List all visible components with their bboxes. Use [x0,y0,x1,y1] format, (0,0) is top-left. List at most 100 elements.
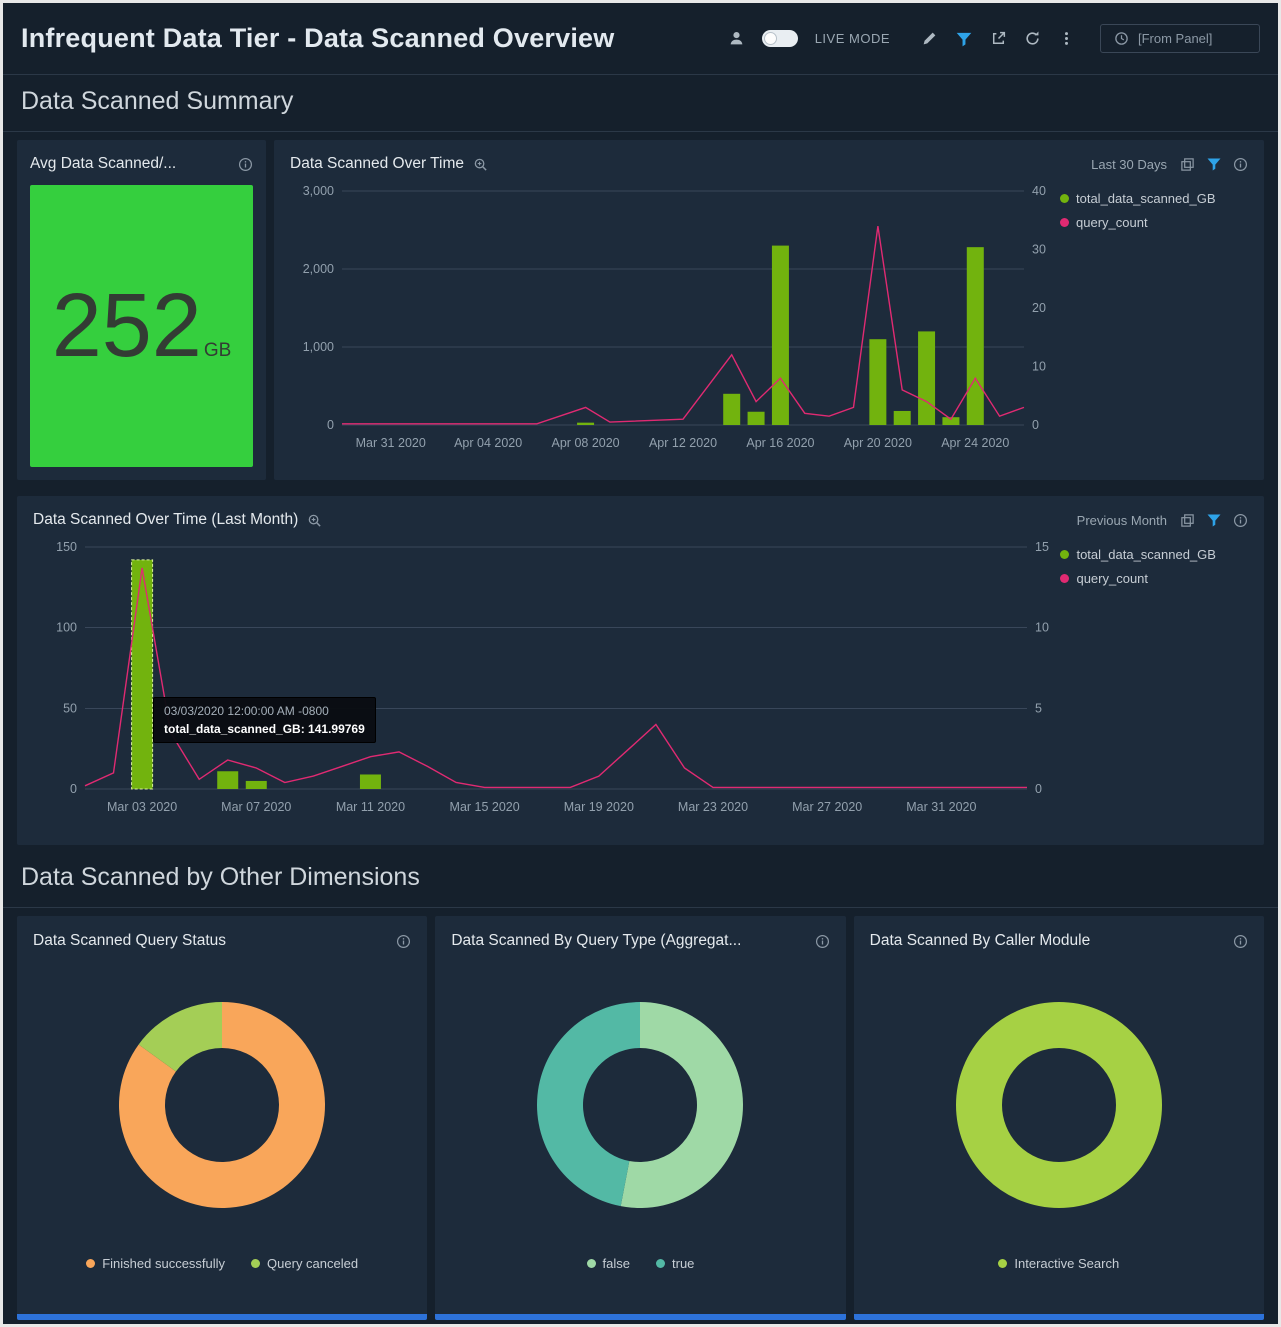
legend-dot [586,1259,596,1268]
panel-data-scanned-last-month: Data Scanned Over Time (Last Month) Prev… [17,496,1264,845]
svg-text:Mar 23 2020: Mar 23 2020 [678,800,748,814]
svg-text:Apr 20 2020: Apr 20 2020 [844,436,912,450]
time-range-selector[interactable]: [From Panel] [1100,24,1260,53]
dashboard-header: Infrequent Data Tier - Data Scanned Over… [3,3,1278,74]
zoom-icon[interactable] [473,157,488,172]
legend-item[interactable]: Interactive Search [998,1256,1119,1271]
zoom-icon[interactable] [307,513,322,528]
over-time-chart[interactable]: 0 1,000 2,000 3,000 0 10 20 30 40 Mar 31 2020 Apr … [290,177,1060,469]
legend-label: total_data_scanned_GB [1076,191,1216,206]
caller-module-donut-chart[interactable] [939,985,1179,1225]
svg-text:3,000: 3,000 [303,184,334,198]
copy-icon[interactable] [1180,157,1195,172]
refresh-icon[interactable] [1024,30,1041,47]
svg-text:Mar 31 2020: Mar 31 2020 [906,800,976,814]
svg-text:30: 30 [1032,243,1046,257]
dashboard-title: Infrequent Data Tier - Data Scanned Over… [21,23,615,53]
svg-text:Mar 19 2020: Mar 19 2020 [564,800,634,814]
info-icon[interactable] [396,934,411,949]
section-divider [3,907,1278,908]
clock-icon [1114,31,1129,46]
legend-label: false [602,1256,631,1271]
svg-text:Mar 03 2020: Mar 03 2020 [107,800,177,814]
svg-text:Mar 15 2020: Mar 15 2020 [450,800,520,814]
info-icon[interactable] [1233,513,1248,528]
svg-text:0: 0 [1035,782,1042,796]
svg-text:5: 5 [1035,701,1042,715]
query-status-donut-chart[interactable] [102,985,342,1225]
legend-item[interactable]: query_count [1060,571,1248,586]
legend-label: Query canceled [267,1256,359,1271]
info-icon[interactable] [238,157,253,172]
svg-text:10: 10 [1032,360,1046,374]
legend-label: total_data_scanned_GB [1076,547,1216,562]
kebab-menu-icon[interactable] [1058,30,1075,47]
avg-value-box: 252 GB [30,185,253,467]
info-icon[interactable] [1233,934,1248,949]
svg-text:100: 100 [56,621,77,635]
summary-row: Avg Data Scanned/... 252 GB Data Scanned… [17,140,1264,480]
filter-icon[interactable] [955,30,973,48]
svg-text:2,000: 2,000 [303,262,334,276]
live-mode-toggle[interactable] [761,30,798,47]
legend-item[interactable]: query_count [1060,215,1248,230]
panel-accent-bar [853,1314,1264,1320]
legend-dot [86,1259,96,1268]
avg-value: 252 [51,276,202,376]
legend-label: true [672,1256,695,1271]
svg-text:10: 10 [1035,621,1049,635]
svg-text:15: 15 [1035,540,1049,554]
user-icon[interactable] [728,30,745,47]
legend-item[interactable]: false [586,1256,631,1271]
svg-text:40: 40 [1032,184,1046,198]
filter-icon[interactable] [1206,156,1222,172]
chart-legend: Interactive Search [870,1256,1248,1280]
svg-text:Mar 27 2020: Mar 27 2020 [792,800,862,814]
svg-text:20: 20 [1032,301,1046,315]
copy-icon[interactable] [1180,513,1195,528]
panel-accent-bar [17,1314,428,1320]
panel-accent-bar [435,1314,846,1320]
last-month-chart[interactable]: 0 50 100 150 0 5 10 15 Mar 03 2020 Mar 07 2020 Mar… [33,533,1060,833]
legend-dot [1060,550,1070,559]
legend-dot [1060,574,1070,583]
share-icon[interactable] [990,30,1007,47]
svg-text:Apr 16 2020: Apr 16 2020 [746,436,814,450]
time-range-label: [From Panel] [1138,31,1213,46]
time-range-badge: Last 30 Days [1091,156,1167,172]
legend-item[interactable]: Finished successfully [86,1256,225,1271]
panel-caller-module: Data Scanned By Caller Module Interactiv… [853,916,1264,1320]
panel-data-scanned-over-time: Data Scanned Over Time Last 30 Days 0 1,0… [274,140,1264,480]
info-icon[interactable] [815,934,830,949]
svg-text:Mar 11 2020: Mar 11 2020 [336,800,405,814]
legend-dot [998,1259,1008,1268]
svg-text:Apr 12 2020: Apr 12 2020 [649,436,717,450]
legend-dot [251,1259,261,1268]
panel-title: Data Scanned By Query Type (Aggregat... [451,932,742,949]
time-range-badge: Previous Month [1076,512,1167,528]
tooltip-timestamp: 03/03/2020 12:00:00 AM -0800 [164,704,329,718]
header-controls: LIVE MODE [From Panel] [728,24,1260,53]
panel-query-status: Data Scanned Query Status Finished succe… [17,916,428,1320]
chart-legend: total_data_scanned_GB query_count [1060,177,1248,469]
legend-item[interactable]: total_data_scanned_GB [1060,191,1248,206]
section-divider [3,131,1278,132]
panel-title: Data Scanned By Caller Module [869,932,1091,949]
svg-text:150: 150 [56,540,77,554]
legend-dot [1060,218,1069,227]
legend-item[interactable]: total_data_scanned_GB [1060,547,1248,562]
dimensions-row: Data Scanned Query Status Finished succe… [17,916,1264,1320]
live-mode-toggle-knob [763,32,777,45]
filter-icon[interactable] [1206,512,1222,528]
panel-title: Data Scanned Over Time (Last Month) [33,511,299,528]
info-icon[interactable] [1233,157,1248,172]
legend-item[interactable]: Query canceled [251,1256,358,1271]
panel-avg-data-scanned: Avg Data Scanned/... 252 GB [17,140,266,480]
svg-text:Apr 08 2020: Apr 08 2020 [552,436,620,450]
edit-pencil-icon[interactable] [921,30,938,47]
legend-label: Interactive Search [1014,1256,1120,1271]
legend-item[interactable]: true [656,1256,694,1271]
query-type-donut-chart[interactable] [520,985,760,1225]
legend-dot [656,1259,666,1268]
legend-label: Finished successfully [102,1256,226,1271]
